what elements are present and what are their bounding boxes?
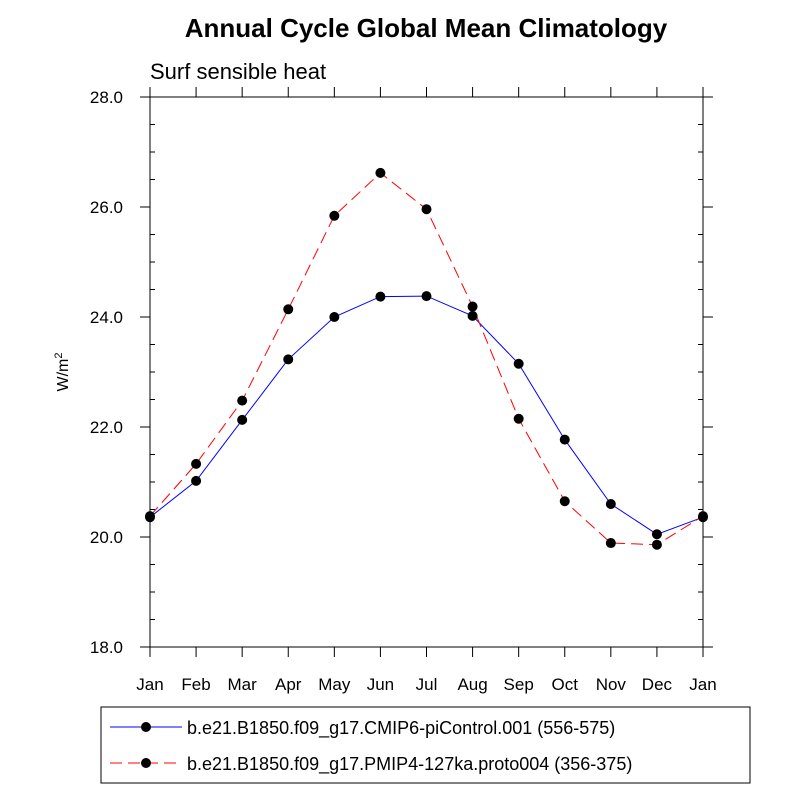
x-tick-label: Mar bbox=[228, 675, 258, 694]
series-1-point bbox=[421, 291, 432, 302]
y-tick-label: 20.0 bbox=[90, 528, 123, 547]
x-tick-label: Apr bbox=[275, 675, 302, 694]
series-2-point bbox=[237, 395, 248, 406]
series-1-point bbox=[283, 354, 294, 365]
series-2-point bbox=[145, 511, 155, 522]
x-tick-label: Oct bbox=[552, 675, 579, 694]
x-tick-label: Jul bbox=[416, 675, 438, 694]
legend-label-2: b.e21.B1850.f09_g17.PMIP4-127ka.proto004… bbox=[187, 754, 632, 775]
series-2-point bbox=[651, 539, 662, 550]
y-axis-label-superscript: 2 bbox=[53, 353, 65, 359]
y-tick-label: 24.0 bbox=[90, 308, 123, 327]
y-axis-label: W/m2 bbox=[53, 353, 72, 392]
x-tick-label: Sep bbox=[504, 675, 534, 694]
series-1-point bbox=[513, 358, 524, 369]
series-2-point bbox=[191, 458, 202, 469]
legend-label-1: b.e21.B1850.f09_g17.CMIP6-piControl.001 … bbox=[187, 718, 615, 739]
x-tick-labels: Jan Feb Mar Apr May Jun Jul Aug Sep Oct Nov Dec Jan bbox=[136, 675, 716, 694]
y-tick-labels: 18.0 20.0 22.0 24.0 26.0 28.0 bbox=[90, 88, 123, 657]
legend-box bbox=[100, 706, 751, 784]
y-tick-label: 28.0 bbox=[90, 88, 123, 107]
x-tick-label: May bbox=[318, 675, 351, 694]
x-tick-label: Jan bbox=[689, 675, 716, 694]
series-2-point bbox=[283, 304, 294, 315]
y-tick-label: 26.0 bbox=[90, 198, 123, 217]
series-1-point bbox=[329, 312, 340, 322]
y-tick-label: 18.0 bbox=[90, 638, 123, 657]
x-tick-label: Jun bbox=[367, 675, 394, 694]
series-2-point bbox=[421, 204, 432, 215]
legend-entries: b.e21.B1850.f09_g17.CMIP6-piControl.001 … bbox=[110, 718, 632, 775]
chart-title: Annual Cycle Global Mean Climatology bbox=[185, 13, 668, 43]
series-2-point bbox=[698, 511, 708, 522]
series-1-point bbox=[375, 291, 386, 302]
series-2-point bbox=[329, 210, 340, 221]
chart-subtitle: Surf sensible heat bbox=[150, 59, 326, 84]
x-tick-label: Jan bbox=[136, 675, 163, 694]
x-tick-label: Aug bbox=[457, 675, 487, 694]
series-lines bbox=[149, 172, 704, 546]
series-1-point bbox=[559, 434, 570, 445]
series-1-point bbox=[237, 414, 248, 425]
series-2-point bbox=[467, 301, 478, 312]
legend: b.e21.B1850.f09_g17.CMIP6-piControl.001 … bbox=[100, 706, 751, 784]
series-2-point bbox=[513, 413, 524, 424]
x-tick-label: Dec bbox=[642, 675, 673, 694]
x-tick-label: Feb bbox=[181, 675, 210, 694]
series-2-point bbox=[375, 167, 386, 178]
legend-marker-2 bbox=[141, 758, 151, 768]
y-tick-label: 22.0 bbox=[90, 418, 123, 437]
series-line-2 bbox=[149, 172, 704, 546]
series-1-point bbox=[605, 499, 616, 509]
plot-frame bbox=[149, 96, 704, 648]
series-2-point bbox=[559, 496, 570, 507]
x-tick-label: Nov bbox=[596, 675, 627, 694]
axis-ticks bbox=[140, 87, 713, 657]
series-2-point bbox=[605, 538, 616, 549]
series-line-1 bbox=[149, 295, 704, 535]
series-markers bbox=[145, 167, 708, 550]
y-axis-label-base: W/m bbox=[55, 359, 72, 392]
series-1-point bbox=[191, 475, 202, 486]
series-1-point bbox=[467, 310, 478, 321]
series-1-point bbox=[651, 529, 662, 540]
legend-marker-1 bbox=[141, 722, 151, 732]
